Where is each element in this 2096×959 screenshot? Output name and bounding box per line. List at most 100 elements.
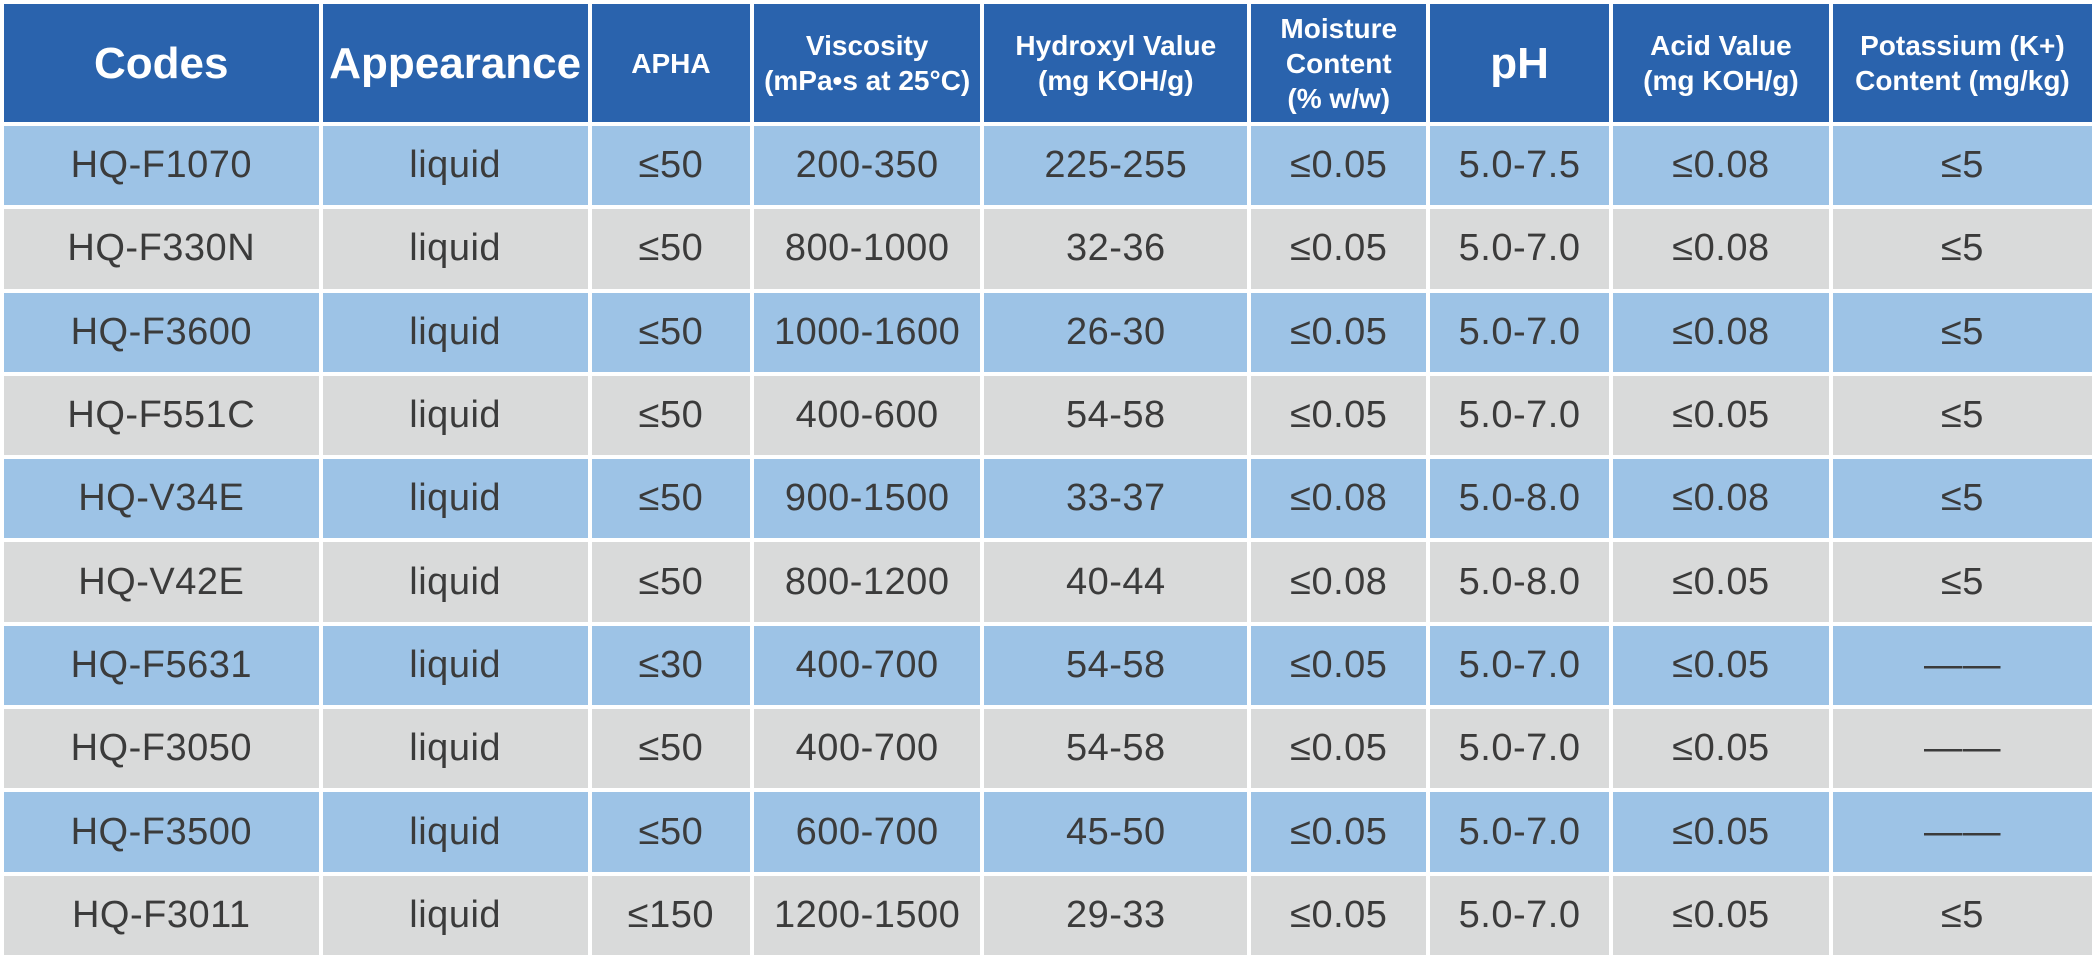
table-cell: ≤50 (591, 126, 751, 206)
table-cell: 5.0-8.0 (1430, 459, 1609, 539)
table-cell: ≤50 (591, 542, 751, 622)
table-cell: 5.0-7.0 (1430, 292, 1609, 372)
table-row: HQ-F1070 liquid ≤50 200-350 225-255 ≤0.05 5.0-… (4, 126, 2092, 206)
table-cell: ≤0.08 (1613, 126, 1829, 206)
table-cell: liquid (322, 292, 588, 372)
table-cell: liquid (322, 209, 588, 289)
column-header-moisture-content: Moisture Content (% w/w) (1251, 4, 1427, 122)
table-cell: 5.0-7.0 (1430, 709, 1609, 789)
table-cell: 5.0-7.5 (1430, 126, 1609, 206)
table-cell: 600-700 (754, 792, 981, 872)
table-cell: 5.0-7.0 (1430, 625, 1609, 706)
table-cell: 45-50 (984, 792, 1248, 872)
product-code-cell: HQ-V34E (4, 459, 319, 539)
table-row: HQ-F3011 liquid ≤150 1200-1500 29-33 ≤0.05 5.0… (4, 875, 2092, 955)
table-body: HQ-F1070 liquid ≤50 200-350 225-255 ≤0.05 5.0-… (4, 126, 2092, 955)
table-row: HQ-F3600 liquid ≤50 1000-1600 26-30 ≤0.05 5.0-… (4, 292, 2092, 372)
table-cell: 40-44 (984, 542, 1248, 622)
product-code-cell: HQ-F3600 (4, 292, 319, 372)
column-header-acid-value: Acid Value (mg KOH/g) (1613, 4, 1829, 122)
table-cell: 800-1200 (754, 542, 981, 622)
product-code-cell: HQ-F3011 (4, 875, 319, 955)
column-header-apha: APHA (591, 4, 751, 122)
table-cell: 5.0-7.0 (1430, 792, 1609, 872)
table-cell: —— (1832, 709, 2092, 789)
table-cell: 5.0-7.0 (1430, 209, 1609, 289)
table-cell: 5.0-7.0 (1430, 375, 1609, 456)
table-cell: ≤0.05 (1613, 792, 1829, 872)
table-cell: 54-58 (984, 625, 1248, 706)
table-cell: ≤0.05 (1251, 209, 1427, 289)
table-cell: 5.0-8.0 (1430, 542, 1609, 622)
table-cell: liquid (322, 709, 588, 789)
table-cell: 32-36 (984, 209, 1248, 289)
table-row: HQ-V42E liquid ≤50 800-1200 40-44 ≤0.08 5.0-8.… (4, 542, 2092, 622)
table-row: HQ-F3500 liquid ≤50 600-700 45-50 ≤0.05 5.0-7.… (4, 792, 2092, 872)
product-code-cell: HQ-V42E (4, 542, 319, 622)
table-cell: ≤50 (591, 709, 751, 789)
column-header-hydroxyl-value: Hydroxyl Value (mg KOH/g) (984, 4, 1248, 122)
table-cell: —— (1832, 625, 2092, 706)
table-cell: 5.0-7.0 (1430, 875, 1609, 955)
table-cell: ≤50 (591, 792, 751, 872)
table-cell: ≤150 (591, 875, 751, 955)
table-cell: ≤0.08 (1613, 292, 1829, 372)
table-cell: 200-350 (754, 126, 981, 206)
table-cell: ≤30 (591, 625, 751, 706)
table-cell: ≤5 (1832, 542, 2092, 622)
table-row: HQ-F330N liquid ≤50 800-1000 32-36 ≤0.05 5.0-7… (4, 209, 2092, 289)
table-cell: 33-37 (984, 459, 1248, 539)
column-header-ph: pH (1430, 4, 1609, 122)
table-cell: 26-30 (984, 292, 1248, 372)
table-header: Codes Appearance APHA Viscosity (mPa•s a… (4, 4, 2092, 122)
column-header-potassium-content: Potassium (K+) Content (mg/kg) (1832, 4, 2092, 122)
table-cell: ≤0.05 (1251, 709, 1427, 789)
table-cell: 900-1500 (754, 459, 981, 539)
table-cell: 1200-1500 (754, 875, 981, 955)
column-header-viscosity: Viscosity (mPa•s at 25°C) (754, 4, 981, 122)
table-cell: ≤50 (591, 209, 751, 289)
table-cell: 54-58 (984, 375, 1248, 456)
table-row: HQ-V34E liquid ≤50 900-1500 33-37 ≤0.08 5.0-8.… (4, 459, 2092, 539)
product-code-cell: HQ-F1070 (4, 126, 319, 206)
table-cell: ≤0.05 (1251, 126, 1427, 206)
table-row: HQ-F551C liquid ≤50 400-600 54-58 ≤0.05 5.0-7.… (4, 375, 2092, 456)
table-cell: ≤5 (1832, 292, 2092, 372)
table-cell: 225-255 (984, 126, 1248, 206)
product-code-cell: HQ-F330N (4, 209, 319, 289)
product-code-cell: HQ-F5631 (4, 625, 319, 706)
table-cell: ≤5 (1832, 126, 2092, 206)
table-cell: 400-700 (754, 709, 981, 789)
table-row: HQ-F3050 liquid ≤50 400-700 54-58 ≤0.05 5.0-7.… (4, 709, 2092, 789)
table-cell: 1000-1600 (754, 292, 981, 372)
table-cell: liquid (322, 542, 588, 622)
column-header-codes: Codes (4, 4, 319, 122)
product-code-cell: HQ-F3050 (4, 709, 319, 789)
table-cell: liquid (322, 875, 588, 955)
table-cell: ≤0.05 (1251, 375, 1427, 456)
table-cell: ≤0.08 (1613, 209, 1829, 289)
table-cell: ≤5 (1832, 459, 2092, 539)
table-cell: —— (1832, 792, 2092, 872)
table-row: HQ-F5631 liquid ≤30 400-700 54-58 ≤0.05 5.0-7.… (4, 625, 2092, 706)
table-cell: ≤0.05 (1251, 792, 1427, 872)
table-cell: liquid (322, 126, 588, 206)
table-cell: ≤0.08 (1613, 459, 1829, 539)
table-cell: ≤0.08 (1251, 459, 1427, 539)
table-cell: ≤0.05 (1251, 292, 1427, 372)
table-cell: ≤0.05 (1613, 709, 1829, 789)
product-code-cell: HQ-F551C (4, 375, 319, 456)
table-cell: ≤0.05 (1613, 375, 1829, 456)
header-row: Codes Appearance APHA Viscosity (mPa•s a… (4, 4, 2092, 122)
product-code-cell: HQ-F3500 (4, 792, 319, 872)
table-cell: ≤50 (591, 459, 751, 539)
table-cell: 29-33 (984, 875, 1248, 955)
table-cell: ≤0.08 (1251, 542, 1427, 622)
table-cell: 400-700 (754, 625, 981, 706)
column-header-appearance: Appearance (322, 4, 588, 122)
table-cell: ≤0.05 (1613, 542, 1829, 622)
table-cell: liquid (322, 792, 588, 872)
table-cell: liquid (322, 625, 588, 706)
